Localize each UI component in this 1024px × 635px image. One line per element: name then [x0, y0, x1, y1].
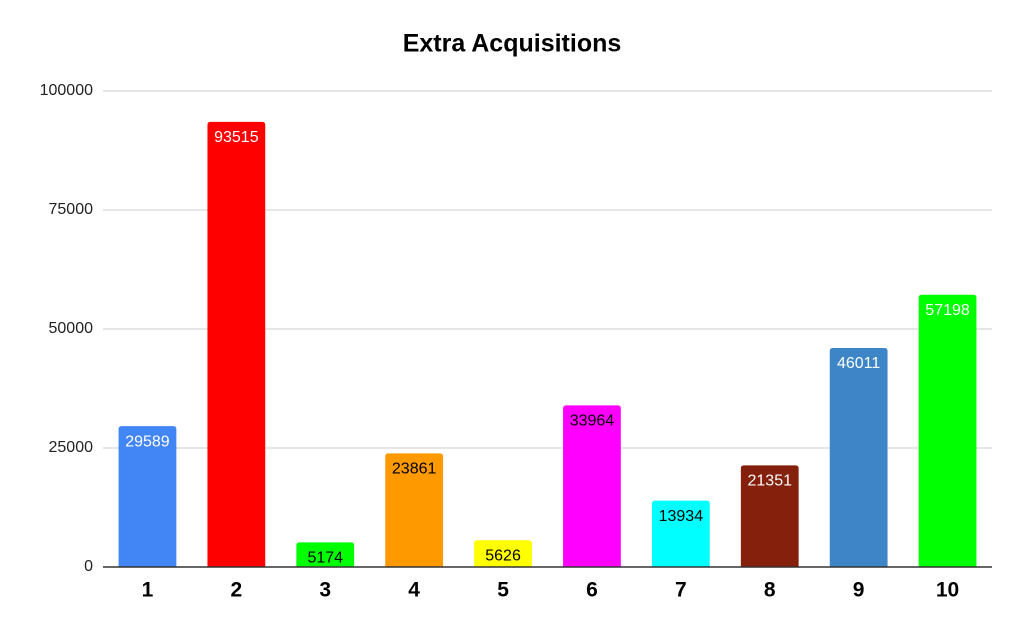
data-label: 93515: [214, 129, 259, 146]
x-tick-label: 1: [142, 579, 154, 602]
bar: [563, 405, 621, 567]
bar: [740, 465, 799, 567]
bar: [296, 542, 355, 567]
y-tick-label: 75000: [49, 201, 94, 218]
x-tick-label: 7: [675, 579, 687, 602]
x-tick-label: 2: [231, 579, 243, 602]
data-label: 5174: [307, 550, 343, 567]
bar: [829, 347, 888, 567]
bar: [474, 540, 532, 567]
bar: [385, 453, 444, 567]
y-tick-label: 0: [84, 558, 93, 575]
y-tick-label: 25000: [49, 439, 94, 456]
data-label: 57198: [925, 302, 970, 319]
data-label: 23861: [392, 461, 437, 478]
x-tick-label: 9: [853, 579, 865, 602]
bar: [651, 500, 710, 567]
y-tick-label: 50000: [49, 320, 94, 337]
data-label: 21351: [748, 473, 793, 490]
x-tick-label: 10: [936, 579, 959, 602]
x-tick-label: 4: [408, 579, 420, 602]
x-tick-label: 8: [764, 579, 776, 602]
data-label: 33964: [570, 413, 615, 430]
x-tick-label: 5: [497, 579, 509, 602]
data-label: 13934: [659, 508, 704, 525]
x-tick-label: 3: [319, 579, 331, 602]
bar: [918, 294, 977, 567]
data-label: 46011: [837, 355, 880, 372]
data-label: 5626: [485, 547, 521, 564]
data-label: 29589: [125, 433, 170, 450]
y-tick-label: 100000: [40, 82, 93, 99]
x-tick-label: 6: [586, 579, 598, 602]
chart-title: Extra Acquisitions: [403, 30, 622, 58]
bar: [207, 121, 266, 568]
bar: [118, 426, 177, 567]
